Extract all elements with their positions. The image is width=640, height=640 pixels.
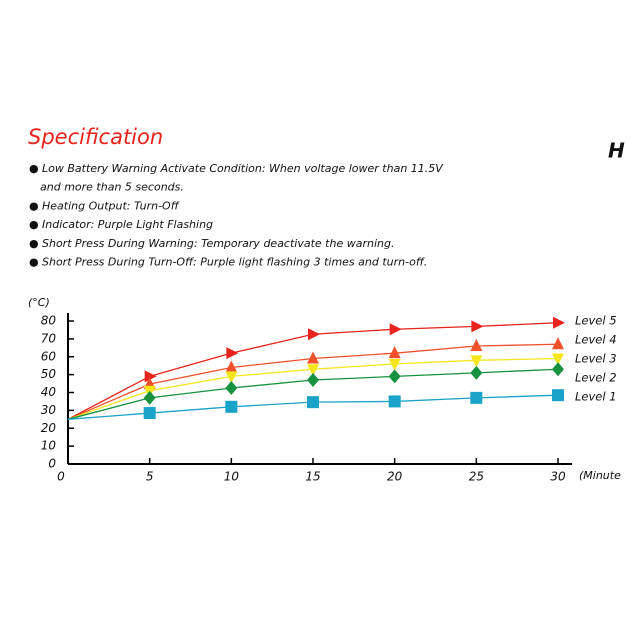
bullet: ● xyxy=(29,256,39,269)
spec-title: Specification xyxy=(28,125,163,149)
spec-item: and more than 5 seconds. xyxy=(40,181,184,194)
legend-label: Level 1 xyxy=(575,390,617,404)
x-axis-label: (Minute xyxy=(579,469,621,482)
y-tick-label: 10 xyxy=(41,439,57,453)
y-tick-label: 60 xyxy=(41,349,57,363)
marker xyxy=(225,400,238,413)
bullet: ● xyxy=(29,237,39,250)
spec-item: Short Press During Turn-Off: Purple ligh… xyxy=(42,256,427,269)
marker xyxy=(143,390,156,405)
y-axis-label: (°C) xyxy=(28,296,50,309)
bullet: ● xyxy=(29,218,39,231)
marker xyxy=(389,323,402,336)
marker xyxy=(307,351,319,364)
y-tick-label: 30 xyxy=(41,403,57,417)
legend-label: Level 3 xyxy=(575,352,617,366)
spec-item: Short Press During Warning: Temporary de… xyxy=(42,237,394,250)
chart: (°C) (Minute 0 10 20 30 40 50 60 70 80 0 5 10 15 20 25 30… xyxy=(28,296,621,484)
marker xyxy=(552,353,564,366)
marker xyxy=(225,360,238,373)
marker xyxy=(553,316,565,329)
marker xyxy=(225,381,238,396)
x-tick-label: 0 xyxy=(57,470,65,484)
bullet: ● xyxy=(29,162,39,175)
marker xyxy=(552,362,564,377)
y-tick-label: 0 xyxy=(48,457,56,471)
marker xyxy=(470,355,483,368)
marker xyxy=(552,337,564,350)
spec-list: ● Low Battery Warning Activate Condition:… xyxy=(29,162,444,269)
y-tick-label: 20 xyxy=(41,421,57,435)
marker xyxy=(471,320,484,333)
marker xyxy=(470,339,483,352)
marker xyxy=(307,372,319,387)
marker xyxy=(388,346,401,359)
y-tick-label: 50 xyxy=(41,367,57,381)
x-tick-label: 20 xyxy=(387,470,403,484)
marker xyxy=(144,370,157,383)
marker xyxy=(470,391,483,404)
bullet: ● xyxy=(29,199,39,212)
marker xyxy=(388,395,401,408)
marker xyxy=(388,358,401,371)
x-tick-label: 5 xyxy=(146,470,154,484)
x-tick-label: 10 xyxy=(224,470,240,484)
marker xyxy=(388,369,401,384)
y-tick-label: 70 xyxy=(41,331,57,345)
legend-label: Level 2 xyxy=(575,371,617,385)
marker xyxy=(143,407,156,420)
x-tick-label: 15 xyxy=(305,470,320,484)
legend-label: Level 4 xyxy=(575,333,617,347)
y-tick-label: 80 xyxy=(41,314,57,328)
marker xyxy=(307,396,319,409)
marker xyxy=(307,364,319,377)
legend-label: Level 5 xyxy=(575,314,617,328)
spec-item: Indicator: Purple Light Flashing xyxy=(42,218,213,231)
side-fragment: H xyxy=(608,139,625,163)
marker xyxy=(225,371,238,384)
x-tick-label: 30 xyxy=(550,470,566,484)
x-tick-label: 25 xyxy=(469,470,484,484)
spec-item: Heating Output: Turn-Off xyxy=(42,199,180,212)
y-tick-label: 40 xyxy=(41,385,57,399)
marker xyxy=(470,365,483,380)
marker xyxy=(226,347,239,360)
marker xyxy=(308,328,320,341)
spec-item: Low Battery Warning Activate Condition: … xyxy=(42,162,444,175)
marker xyxy=(552,389,564,402)
